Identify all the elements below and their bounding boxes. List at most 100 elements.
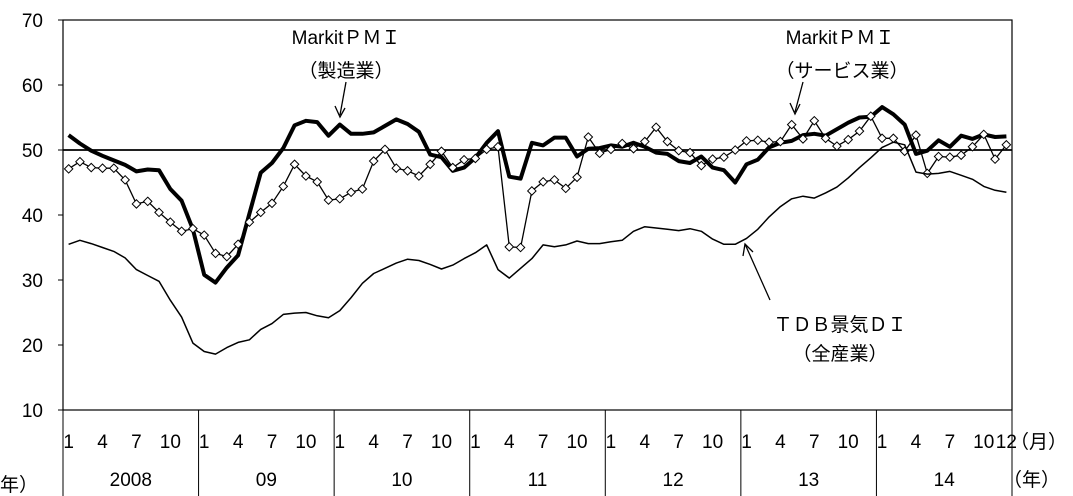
series-point-pmi-services [775, 136, 786, 147]
series-point-pmi-services [752, 135, 763, 146]
series-point-pmi-services [741, 135, 752, 146]
x-month-tick-label: 7 [267, 432, 278, 453]
x-year-label: 12 [663, 470, 684, 491]
plot-area [62, 19, 1013, 411]
x-month-tick-label: 4 [233, 432, 244, 453]
x-month-tick-label: 7 [131, 432, 142, 453]
x-month-tick-label: 1 [199, 432, 210, 453]
x-unit-year-label: （年） [1003, 469, 1060, 491]
x-year-label: 11 [528, 470, 548, 491]
series-point-pmi-services [515, 242, 526, 253]
series-point-pmi-services [413, 171, 424, 181]
x-month-tick-label: 1 [741, 432, 752, 453]
series-point-pmi-services [594, 148, 605, 159]
series-point-pmi-services [877, 133, 887, 144]
series-point-pmi-services [967, 141, 978, 152]
x-month-tick-label: 4 [911, 432, 922, 453]
series-point-pmi-services [944, 152, 955, 163]
series-point-pmi-services [108, 163, 119, 174]
series-point-pmi-services [323, 195, 334, 205]
x-month-tick-label: 1 [606, 432, 617, 453]
x-axis: 1 4 7 10 1 4 7 10 1 4 7 10 1 4 7 10 1 4 7 10 1 4 7 10 1 4 7 10 12200… [62, 410, 1017, 496]
series-point-pmi-services [549, 174, 560, 185]
x-unit-month-label: （月） [1010, 431, 1067, 453]
annotation-pmi-manufacturing-line1: MarkitＰＭＩ [292, 28, 401, 49]
series-point-pmi-services [933, 151, 944, 162]
series-point-pmi-services [798, 134, 808, 144]
annotation-pmi-services-arrowhead [789, 102, 801, 116]
series-point-pmi-services [436, 146, 447, 157]
series-point-pmi-services [255, 207, 266, 218]
x-month-tick-label: 10 [702, 432, 723, 453]
series-point-pmi-services [526, 186, 537, 196]
plot-frame [62, 19, 1013, 411]
series-point-pmi-services [854, 126, 865, 137]
x-month-tick-label: 12 [996, 432, 1017, 453]
x-year-label: 14 [934, 470, 956, 491]
series-point-pmi-services [673, 145, 684, 156]
series-point-pmi-services [312, 176, 323, 187]
series-point-pmi-services [210, 248, 221, 259]
series-point-pmi-services [651, 122, 662, 133]
series-point-pmi-services [831, 141, 842, 152]
x-month-tick-label: 7 [673, 432, 684, 453]
x-month-tick-label: 10 [566, 432, 587, 453]
x-month-tick-label: 4 [97, 432, 108, 453]
series-point-pmi-services [493, 141, 503, 152]
series-point-pmi-services [447, 162, 458, 173]
y-tick-label: 40 [22, 206, 43, 227]
series-point-pmi-services [978, 129, 989, 140]
series-point-pmi-services [199, 230, 210, 241]
x-month-tick-label: 10 [160, 432, 181, 453]
x-month-tick-label: 1 [470, 432, 481, 453]
series-point-pmi-services [617, 138, 628, 149]
series-point-pmi-services [843, 134, 854, 145]
x-month-tick-label: 1 [63, 432, 74, 453]
series-point-pmi-services [278, 181, 289, 192]
series-point-pmi-services [470, 153, 481, 164]
annotation-pmi-manufacturing: MarkitＰＭＩ （製造業） [292, 28, 401, 119]
annotation-pmi-manufacturing-line2: （製造業） [298, 60, 393, 82]
series-point-pmi-services [334, 193, 345, 204]
series-point-pmi-services [990, 154, 1000, 165]
series-point-pmi-services [402, 165, 413, 176]
series-point-pmi-services [707, 154, 718, 165]
annotation-tdb-line1: ＴＤＢ景気ＤＩ [773, 314, 906, 336]
series-point-pmi-services [719, 152, 729, 163]
series-point-pmi-services [154, 207, 164, 218]
series-line-tdb [68, 141, 1007, 355]
annotation-tdb-line2: （全産業） [792, 343, 887, 365]
series-point-pmi-services [233, 239, 244, 250]
annotation-pmi-services-arrow [794, 81, 804, 113]
series-point-pmi-services [97, 163, 108, 174]
series-point-pmi-services [165, 217, 176, 228]
series-point-pmi-services [504, 241, 515, 252]
series-point-pmi-services [221, 251, 232, 262]
series-point-pmi-services [809, 115, 820, 126]
series-point-pmi-services [639, 136, 650, 147]
series-point-pmi-services [63, 163, 74, 174]
x-month-tick-label: 10 [973, 432, 994, 453]
x-month-tick-label: 10 [838, 432, 859, 453]
x-month-tick-label: 7 [809, 432, 820, 453]
series-point-pmi-services [956, 150, 967, 161]
x-month-tick-label: 7 [402, 432, 413, 453]
x-year-label: 2008 [110, 470, 152, 491]
x-month-tick-label: 7 [945, 432, 956, 453]
series-point-pmi-services [380, 144, 390, 155]
y-tick-label: 70 [22, 11, 43, 32]
series-point-pmi-services [131, 199, 142, 209]
series-point-pmi-services [120, 174, 131, 185]
y-tick-label: 20 [22, 336, 43, 357]
x-month-tick-label: 4 [775, 432, 786, 453]
series-point-pmi-services [346, 187, 356, 198]
series-point-pmi-services [685, 147, 695, 158]
y-axis: 10 20 30 40 50 60 70 [22, 11, 63, 422]
annotation-tdb-arrow [744, 243, 771, 301]
annotation-pmi-services-line1: MarkitＰＭＩ [786, 28, 895, 49]
x-month-tick-label: 10 [431, 432, 452, 453]
series-point-pmi-services [425, 159, 436, 170]
annotation-pmi-manufacturing-arrow [339, 81, 347, 116]
series-point-pmi-services [583, 132, 594, 142]
